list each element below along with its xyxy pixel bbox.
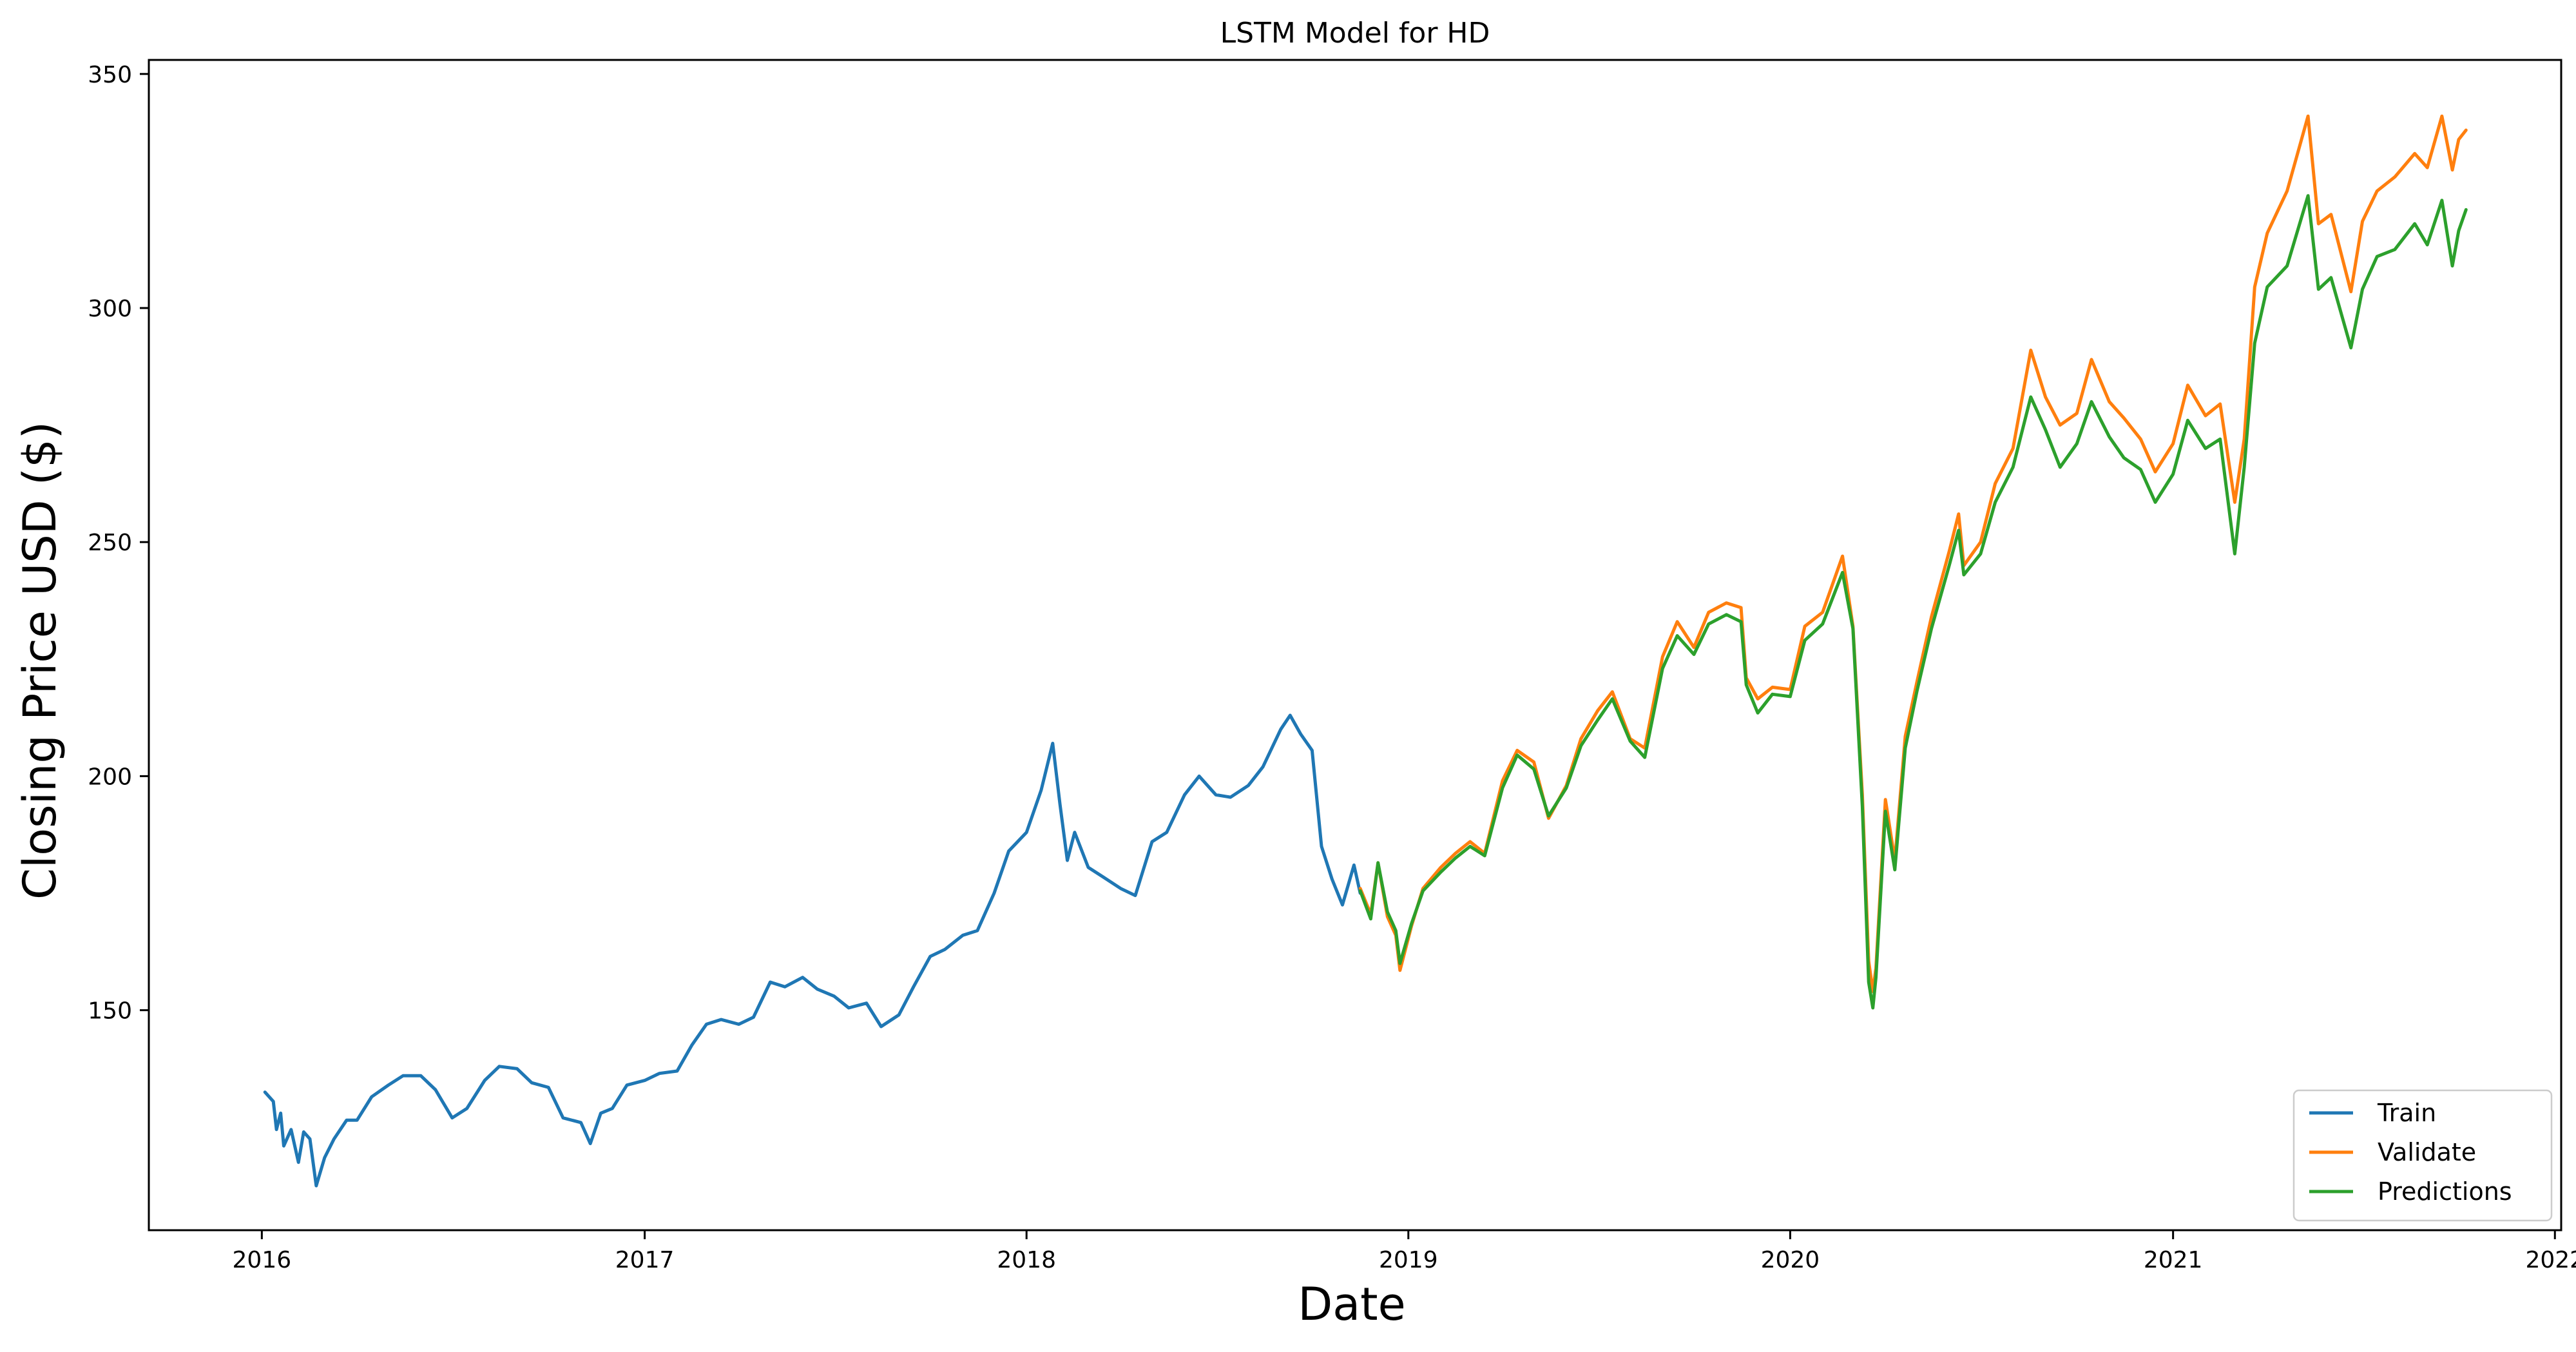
- legend-label-validate: Validate: [2378, 1138, 2476, 1166]
- plot-series: [263, 114, 2468, 1188]
- y-tick-label: 200: [88, 764, 132, 790]
- legend: Train Validate Predictions: [2292, 1089, 2553, 1222]
- y-tick-label: 150: [88, 998, 132, 1025]
- series-line-predictions: [1358, 194, 2468, 1010]
- x-tick-label: 2018: [997, 1247, 1056, 1273]
- legend-label-train: Train: [2377, 1099, 2436, 1127]
- x-tick-label: 2016: [233, 1247, 292, 1273]
- y-tick-label: 250: [88, 530, 132, 556]
- legend-label-predictions: Predictions: [2378, 1177, 2512, 1206]
- x-tick-label: 2017: [615, 1247, 675, 1273]
- x-tick-label: 2019: [1379, 1247, 1438, 1273]
- x-tick-label: 2022: [2525, 1247, 2576, 1273]
- series-line-validate: [1358, 114, 2468, 993]
- y-axis-label: Closing Price USD ($): [14, 421, 66, 900]
- legend-box: [2292, 1089, 2553, 1222]
- chart-title: LSTM Model for HD: [1220, 17, 1490, 50]
- y-tick-label: 300: [88, 296, 132, 322]
- axis-ticks: 2016 2017 2018 2019 2020 2021 2022 150 200 250 300…: [88, 62, 2576, 1273]
- y-tick-label: 350: [88, 62, 132, 88]
- series-line-train: [263, 713, 1362, 1188]
- plot-area-frame: [148, 59, 2562, 1231]
- x-tick-label: 2021: [2144, 1247, 2203, 1273]
- x-axis-label: Date: [1298, 1278, 1405, 1331]
- x-tick-label: 2020: [1761, 1247, 1820, 1273]
